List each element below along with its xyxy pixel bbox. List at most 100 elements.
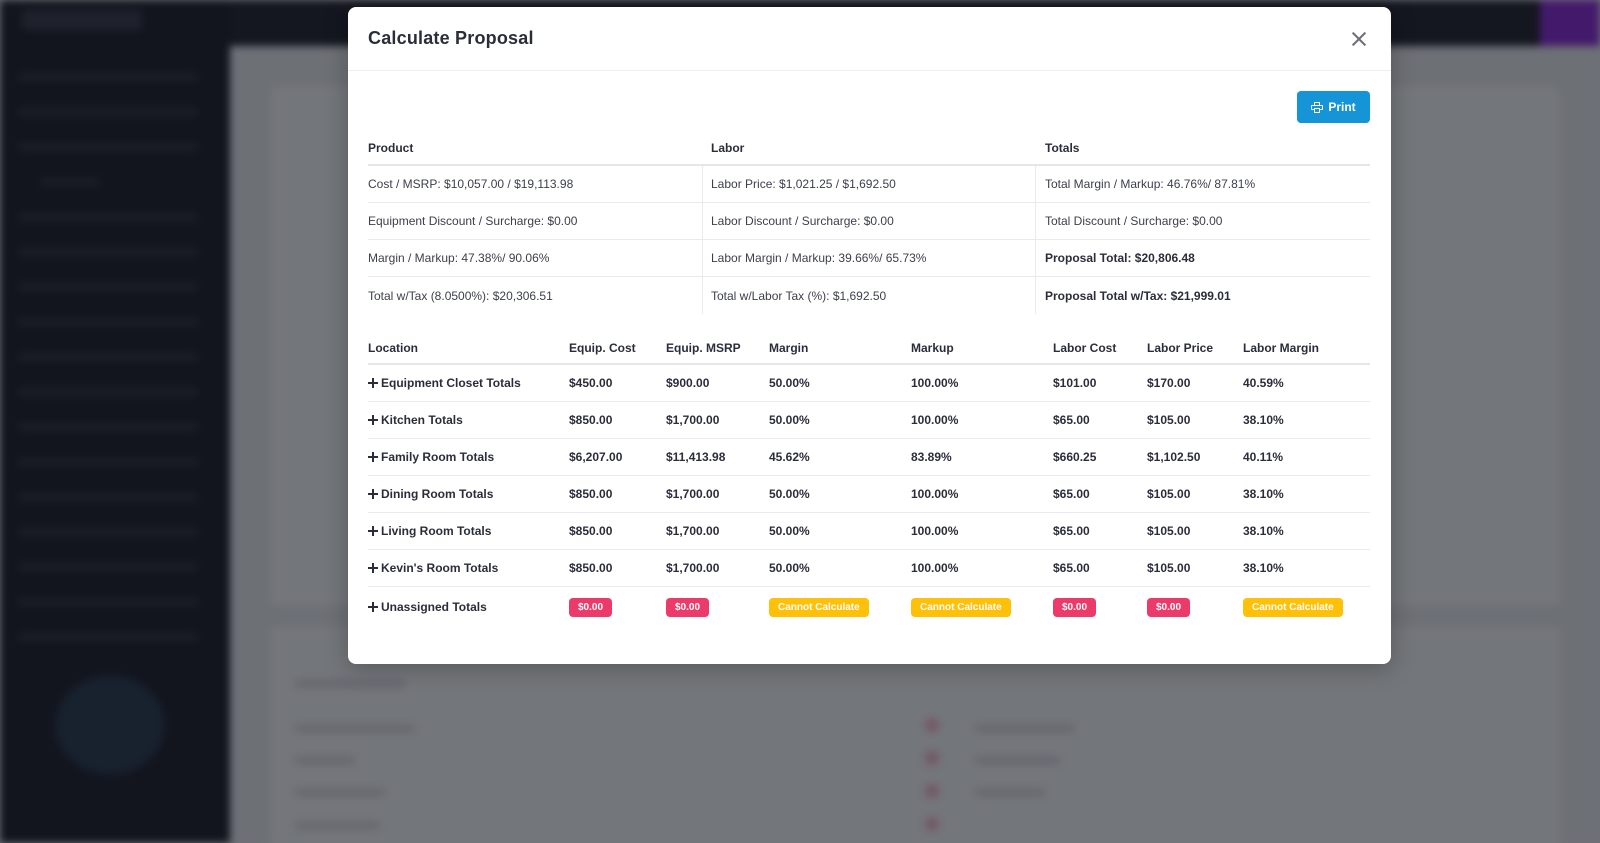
summary-proposal-total-with-tax: Proposal Total w/Tax: $21,999.01: [1045, 288, 1231, 303]
cell-markup: 100.00%: [911, 561, 959, 575]
cell-labor-cost: $65.00: [1053, 413, 1090, 427]
cell-labor-margin: 38.10%: [1243, 561, 1284, 575]
table-row: Family Room Totals $6,207.00 $11,413.98 …: [368, 439, 1370, 476]
status-badge: Cannot Calculate: [1243, 597, 1343, 617]
summary-row: Total w/Tax (8.0500%): $20,306.51 Total …: [368, 277, 1370, 314]
summary-total-with-labor-tax: Total w/Labor Tax (%): $1,692.50: [703, 277, 1036, 314]
cell-equip-cost: $850.00: [569, 413, 613, 427]
cell-labor-margin: 40.59%: [1243, 376, 1284, 390]
cell-markup: 100.00%: [911, 376, 959, 390]
location-expand-toggle[interactable]: Unassigned Totals: [368, 587, 569, 627]
header-labor-margin: Labor Margin: [1243, 341, 1320, 355]
cell-margin: 50.00%: [769, 524, 810, 538]
summary-labor-margin-markup: Labor Margin / Markup: 39.66%/ 65.73%: [703, 240, 1036, 276]
cell-equip-cost: $450.00: [569, 376, 613, 390]
summary-header-row: Product Labor Totals: [368, 131, 1370, 166]
header-location: Location: [368, 341, 418, 355]
cell-markup: 100.00%: [911, 487, 959, 501]
cell-markup: 100.00%: [911, 413, 959, 427]
summary-row: Equipment Discount / Surcharge: $0.00 La…: [368, 203, 1370, 240]
location-expand-toggle[interactable]: Family Room Totals: [368, 439, 569, 475]
plus-icon: [368, 563, 378, 573]
summary-total-margin-markup: Total Margin / Markup: 46.76%/ 87.81%: [1045, 177, 1256, 191]
plus-icon: [368, 452, 378, 462]
cell-labor-cost: $660.25: [1053, 450, 1097, 464]
cell-labor-price: $105.00: [1147, 524, 1191, 538]
summary-labor-price: Labor Price: $1,021.25 / $1,692.50: [703, 166, 1036, 202]
cell-equip-cost: $850.00: [569, 524, 613, 538]
summary-row: Margin / Markup: 47.38%/ 90.06% Labor Ma…: [368, 240, 1370, 277]
summary-total-discount: Total Discount / Surcharge: $0.00: [1045, 214, 1223, 228]
summary-proposal-total: Proposal Total: $20,806.48: [1045, 251, 1195, 265]
location-totals-table: Location Equip. Cost Equip. MSRP Margin …: [368, 333, 1370, 627]
cell-equip-cost: $850.00: [569, 561, 613, 575]
location-expand-toggle[interactable]: Dining Room Totals: [368, 476, 569, 512]
cell-markup: 83.89%: [911, 450, 952, 464]
table-row: Kevin's Room Totals $850.00 $1,700.00 50…: [368, 550, 1370, 587]
location-name: Family Room Totals: [381, 450, 495, 464]
cell-labor-price: $1,102.50: [1147, 450, 1201, 464]
cell-labor-margin: 38.10%: [1243, 524, 1284, 538]
plus-icon: [368, 378, 378, 388]
table-row: Living Room Totals $850.00 $1,700.00 50.…: [368, 513, 1370, 550]
plus-icon: [368, 415, 378, 425]
cell-equip-msrp: $1,700.00: [666, 561, 720, 575]
modal-header: Calculate Proposal: [348, 7, 1391, 71]
print-button[interactable]: Print: [1297, 91, 1370, 123]
plus-icon: [368, 526, 378, 536]
cell-equip-msrp: $1,700.00: [666, 413, 720, 427]
cell-labor-price: $105.00: [1147, 561, 1191, 575]
cell-margin: 50.00%: [769, 413, 810, 427]
cell-labor-cost: $65.00: [1053, 524, 1090, 538]
header-labor-cost: Labor Cost: [1053, 341, 1117, 355]
header-margin: Margin: [769, 341, 809, 355]
cell-labor-cost: $65.00: [1053, 487, 1090, 501]
summary-margin-markup: Margin / Markup: 47.38%/ 90.06%: [368, 240, 703, 276]
summary-row: Cost / MSRP: $10,057.00 / $19,113.98 Lab…: [368, 166, 1370, 203]
cell-labor-price: $105.00: [1147, 487, 1191, 501]
location-name: Living Room Totals: [381, 524, 492, 538]
summary-equipment-discount: Equipment Discount / Surcharge: $0.00: [368, 203, 703, 239]
summary-labor-discount: Labor Discount / Surcharge: $0.00: [703, 203, 1036, 239]
printer-icon: [1311, 101, 1324, 113]
location-name: Kitchen Totals: [381, 413, 463, 427]
location-name: Unassigned Totals: [381, 600, 487, 614]
cell-labor-margin: 40.11%: [1243, 450, 1284, 464]
plus-icon: [368, 489, 378, 499]
cell-labor-margin: 38.10%: [1243, 413, 1284, 427]
location-header-row: Location Equip. Cost Equip. MSRP Margin …: [368, 333, 1370, 365]
cell-margin: 45.62%: [769, 450, 810, 464]
location-expand-toggle[interactable]: Equipment Closet Totals: [368, 365, 569, 401]
location-expand-toggle[interactable]: Kevin's Room Totals: [368, 550, 569, 586]
cell-margin: 50.00%: [769, 376, 810, 390]
summary-header-product: Product: [368, 140, 414, 155]
location-name: Kevin's Room Totals: [381, 561, 499, 575]
cell-labor-margin: 38.10%: [1243, 487, 1284, 501]
cell-equip-cost: $6,207.00: [569, 450, 623, 464]
cell-labor-cost: $101.00: [1053, 376, 1097, 390]
status-badge: $0.00: [666, 597, 710, 617]
location-expand-toggle[interactable]: Living Room Totals: [368, 513, 569, 549]
location-name: Equipment Closet Totals: [381, 376, 521, 390]
header-equip-cost: Equip. Cost: [569, 341, 636, 355]
summary-header-totals: Totals: [1045, 140, 1080, 155]
status-badge: Cannot Calculate: [769, 597, 869, 617]
cell-markup: 100.00%: [911, 524, 959, 538]
cell-margin: 50.00%: [769, 561, 810, 575]
summary-header-labor: Labor: [711, 140, 745, 155]
cell-equip-msrp: $11,413.98: [666, 450, 726, 464]
status-badge: Cannot Calculate: [911, 597, 1011, 617]
location-expand-toggle[interactable]: Kitchen Totals: [368, 402, 569, 438]
modal-title: Calculate Proposal: [368, 28, 534, 48]
status-badge: $0.00: [1053, 597, 1097, 617]
header-markup: Markup: [911, 341, 954, 355]
header-labor-price: Labor Price: [1147, 341, 1214, 355]
status-badge: $0.00: [569, 597, 613, 617]
cell-equip-msrp: $1,700.00: [666, 524, 720, 538]
cell-margin: 50.00%: [769, 487, 810, 501]
header-equip-msrp: Equip. MSRP: [666, 341, 741, 355]
cell-labor-price: $105.00: [1147, 413, 1191, 427]
close-icon[interactable]: [1347, 27, 1371, 51]
print-button-label: Print: [1328, 100, 1356, 114]
table-row: Equipment Closet Totals $450.00 $900.00 …: [368, 365, 1370, 402]
